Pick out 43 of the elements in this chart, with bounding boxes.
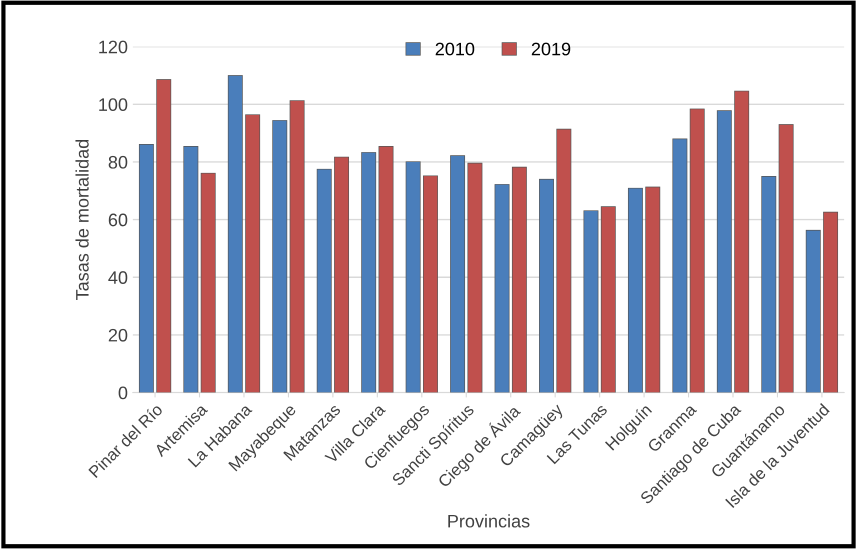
y-tick-label: 100 [99,98,128,112]
bar [334,156,350,393]
bar [690,108,705,393]
y-tick-label: 0 [118,386,128,400]
bar [316,168,332,393]
bar [600,206,616,393]
y-tick-label: 60 [108,214,128,226]
bar [494,184,510,393]
bar [584,210,598,393]
bar [290,100,305,393]
bar [200,172,216,393]
bar [672,138,688,393]
bar [556,128,572,393]
bar [734,90,750,393]
bar [183,146,198,393]
bar [716,110,732,393]
y-tick-label: 120 [99,40,128,54]
bar [539,178,554,393]
x-axis-title: Provincias [448,514,530,528]
bar [806,230,821,393]
bar [823,212,838,393]
legend-label: 2010 [436,42,474,56]
y-tick-label: 40 [108,271,128,284]
bar [467,162,482,393]
y-axis-title: Tasas de mortalidad [75,140,89,300]
bar [450,155,466,393]
bar [361,152,376,393]
bar [245,114,260,393]
bar [406,161,421,393]
bar [378,146,394,393]
bar [628,188,643,393]
bar [423,175,438,393]
bar [272,120,288,393]
bar [228,75,243,393]
legend-label: 2019 [532,42,570,56]
bar [761,176,776,393]
bar [138,144,154,393]
bar [778,124,794,393]
bar [645,186,660,393]
bar [156,79,172,393]
y-tick-label: 20 [108,328,128,342]
bar [512,166,527,393]
y-tick-label: 80 [108,156,128,169]
